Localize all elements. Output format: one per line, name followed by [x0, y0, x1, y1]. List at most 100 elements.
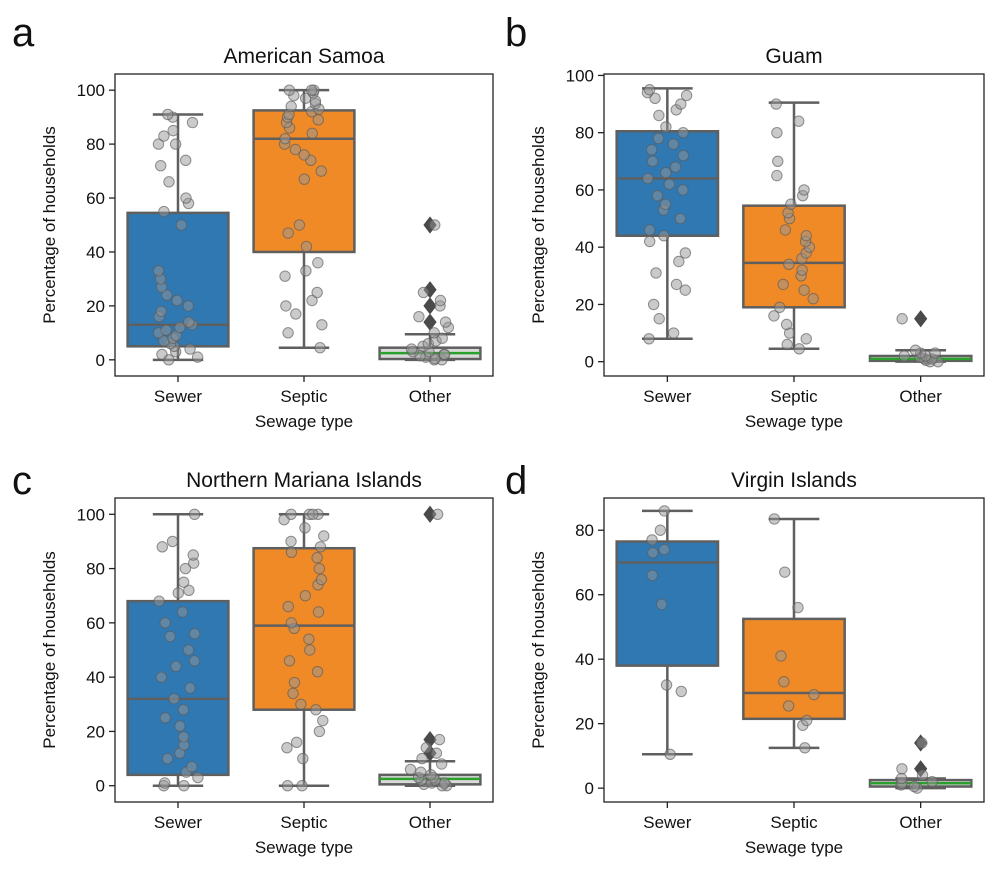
data-point [299, 590, 312, 602]
data-point [180, 192, 192, 204]
data-point [298, 173, 311, 185]
data-point [290, 736, 303, 748]
data-point [156, 541, 168, 553]
data-point [646, 569, 659, 582]
data-point [282, 327, 294, 339]
x-tick-label: Sewer [643, 813, 692, 832]
y-tick-label: 100 [566, 66, 594, 85]
y-tick-label: 20 [86, 297, 105, 316]
x-tick-label: Septic [280, 387, 328, 406]
panel-b: b Guam 0 20 40 60 80 100 Sewer Septic Other Sewage … [505, 11, 985, 431]
data-point [177, 731, 190, 743]
data-point [182, 644, 195, 656]
data-point [658, 543, 670, 556]
data-point [649, 92, 661, 105]
x-tick-label: Sewer [154, 387, 203, 406]
data-point [792, 601, 804, 614]
data-point [660, 167, 672, 179]
data-point [279, 133, 291, 145]
data-point [781, 338, 793, 351]
box-sewer [126, 513, 230, 787]
y-tick-label: 40 [86, 243, 105, 262]
data-point [153, 595, 165, 607]
data-point [306, 294, 318, 307]
data-point [660, 679, 673, 691]
box-septic [252, 88, 356, 349]
y-tick-label: 100 [77, 81, 105, 100]
data-point [773, 301, 786, 313]
data-point [808, 688, 820, 701]
data-point [188, 655, 201, 667]
data-point [300, 240, 313, 253]
x-tick-label: Other [899, 813, 942, 832]
data-point [167, 124, 179, 137]
data-point [188, 628, 201, 640]
data-point [909, 344, 922, 356]
data-point [159, 617, 171, 629]
data-point [290, 308, 302, 320]
data-point [182, 300, 194, 312]
data-point [303, 633, 315, 645]
data-point [186, 761, 198, 773]
y-tick-label: 80 [575, 521, 594, 540]
data-point [675, 98, 687, 110]
data-point [416, 752, 428, 765]
data-point [182, 316, 195, 328]
data-point [647, 547, 659, 559]
data-point [768, 513, 781, 525]
data-point [279, 270, 291, 282]
data-point [155, 305, 167, 317]
data-point [164, 630, 176, 643]
data-point [281, 742, 293, 754]
data-point [282, 227, 294, 239]
data-point [295, 698, 307, 710]
data-point [775, 650, 787, 662]
data-point [433, 733, 446, 746]
data-point [297, 752, 309, 765]
data-point [160, 324, 172, 336]
data-point [174, 321, 186, 334]
panel-letter: c [12, 459, 32, 503]
y-tick-label: 80 [86, 135, 105, 154]
data-point [316, 319, 328, 331]
data-point [916, 769, 929, 781]
data-point [184, 343, 196, 355]
data-point [315, 165, 327, 177]
data-point [415, 766, 427, 778]
data-point [187, 549, 199, 561]
data-point [793, 115, 805, 127]
data-point [420, 742, 433, 754]
data-point [643, 333, 655, 345]
data-point [667, 327, 680, 339]
y-tick-label: 80 [86, 560, 105, 579]
y-axis-label: Percentage of households [40, 126, 59, 324]
data-point [158, 205, 170, 218]
data-point [798, 284, 810, 296]
data-point [778, 676, 790, 688]
data-point [771, 169, 783, 182]
data-point [158, 130, 170, 142]
data-point [281, 780, 294, 792]
x-tick-label: Other [409, 387, 452, 406]
box-body [742, 617, 846, 721]
x-tick-label: Sewer [154, 813, 203, 832]
data-point [311, 666, 324, 678]
data-point [660, 121, 672, 133]
data-point [785, 198, 797, 210]
box-sewer [615, 87, 720, 341]
x-axis-label: Sewage type [255, 412, 353, 431]
y-tick-label: 0 [96, 351, 105, 370]
data-point [643, 84, 656, 96]
data-point [677, 149, 690, 162]
box-sewer [615, 509, 720, 756]
data-point [314, 341, 326, 354]
y-tick-label: 0 [585, 779, 594, 798]
data-point [183, 584, 195, 596]
data-point [405, 343, 418, 355]
data-point [679, 284, 692, 296]
y-tick-label: 0 [585, 353, 594, 372]
data-point [186, 116, 199, 129]
data-point [313, 725, 326, 738]
data-point [647, 298, 660, 311]
data-point [161, 289, 173, 301]
